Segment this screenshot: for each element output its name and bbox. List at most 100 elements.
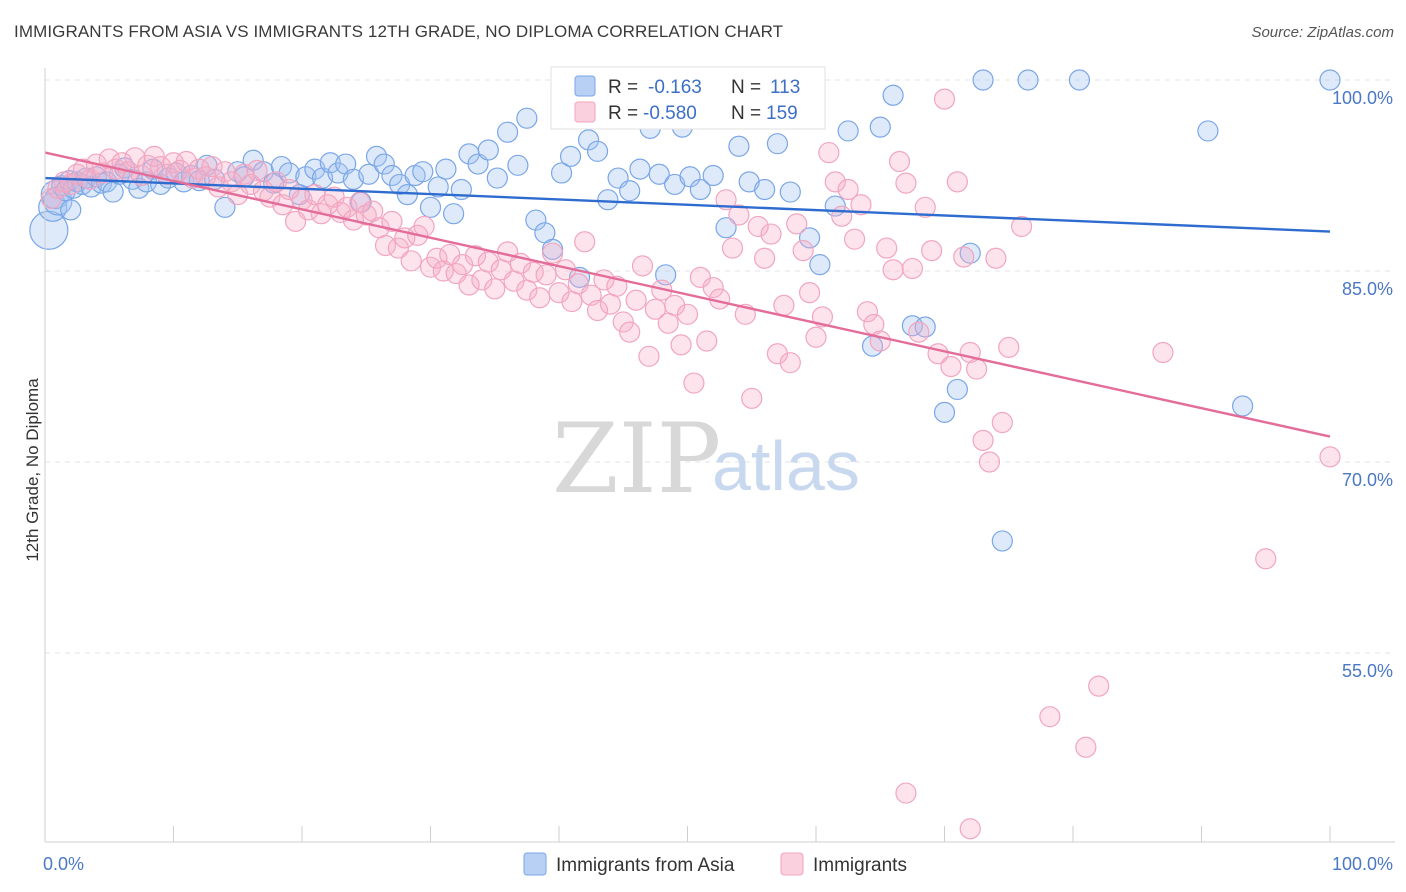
point-immigrants-61 — [432, 260, 454, 282]
point-immigrants-141 — [946, 171, 968, 193]
point-asia-92 — [779, 181, 801, 203]
point-asia-55 — [419, 196, 442, 218]
point-asia-86 — [702, 164, 724, 187]
point-immigrants-150 — [1010, 215, 1033, 238]
point-immigrants-96 — [657, 312, 679, 334]
point-immigrants-157 — [895, 782, 917, 804]
point-immigrants-65 — [458, 274, 480, 296]
legend-n-value-asia: 113 — [770, 77, 800, 98]
point-immigrants-100 — [683, 372, 705, 394]
point-immigrants-117 — [792, 240, 814, 262]
point-immigrants-146 — [978, 451, 1001, 473]
point-asia-66 — [516, 107, 538, 129]
legend-r-value-immigrants: -0.580 — [643, 103, 697, 124]
point-asia-58 — [443, 203, 465, 225]
point-immigrants-133 — [895, 172, 917, 194]
chart-title: IMMIGRANTS FROM ASIA VS IMMIGRANTS 12TH … — [14, 22, 784, 41]
point-asia-48 — [365, 145, 388, 167]
point-immigrants-140 — [940, 355, 962, 378]
point-immigrants-132 — [888, 150, 911, 173]
point-immigrants-53 — [381, 210, 403, 232]
point-immigrants-135 — [908, 321, 930, 343]
point-immigrants-119 — [805, 326, 827, 348]
point-immigrants-126 — [850, 194, 872, 216]
point-asia-57 — [435, 158, 457, 180]
y-tick-label-3: 55.0% — [1342, 661, 1393, 681]
watermark-atlas: atlas — [712, 427, 860, 505]
point-immigrants-109 — [741, 387, 763, 409]
source-credit: Source: ZipAtlas.com — [1251, 24, 1394, 41]
bottom-legend-swatch-asia — [523, 852, 547, 876]
point-immigrants-81 — [561, 290, 583, 313]
point-immigrants-50 — [362, 200, 384, 222]
point-immigrants-144 — [966, 358, 988, 380]
point-immigrants-129 — [869, 330, 891, 352]
point-asia-44 — [335, 153, 357, 175]
point-immigrants-125 — [843, 228, 866, 250]
point-immigrants-107 — [728, 204, 750, 226]
point-immigrants-153 — [1088, 675, 1110, 697]
point-asia-15 — [102, 181, 124, 203]
point-asia-37 — [278, 162, 300, 184]
point-asia-98 — [869, 116, 891, 138]
point-asia-74 — [586, 140, 609, 162]
bottom-legend-label-asia: Immigrants from Asia — [556, 855, 735, 876]
point-immigrants-124 — [837, 178, 859, 201]
y-axis-title: 12th Grade, No Diploma — [23, 378, 42, 562]
watermark: ZIP atlas — [552, 403, 860, 515]
legend-n-value-immigrants: 159 — [766, 103, 798, 124]
point-asia-87 — [715, 217, 737, 239]
trend-line-asia — [44, 176, 1331, 233]
point-asia-84 — [679, 166, 701, 188]
point-asia-65 — [507, 154, 529, 176]
point-asia-62 — [477, 139, 499, 161]
point-asia-109 — [1197, 120, 1219, 142]
point-immigrants-110 — [747, 215, 769, 238]
point-immigrants-93 — [638, 345, 660, 367]
point-asia-39 — [295, 166, 317, 188]
point-immigrants-103 — [702, 276, 724, 299]
point-immigrants-147 — [985, 247, 1007, 269]
point-immigrants-83 — [574, 231, 596, 253]
point-immigrants-46 — [336, 196, 358, 218]
point-immigrants-69 — [484, 278, 506, 300]
point-immigrants-54 — [387, 237, 409, 259]
point-immigrants-116 — [786, 213, 808, 235]
point-asia-56 — [427, 176, 449, 198]
watermark-zip: ZIP — [552, 403, 721, 515]
point-asia-107 — [1017, 69, 1039, 91]
point-asia-75 — [597, 189, 619, 211]
point-immigrants-145 — [972, 429, 994, 451]
point-immigrants-92 — [631, 255, 654, 277]
point-immigrants-75 — [522, 261, 544, 283]
point-immigrants-85 — [586, 299, 609, 322]
point-immigrants-88 — [606, 275, 628, 297]
y-tick-label-1: 85.0% — [1342, 279, 1393, 299]
point-immigrants-122 — [824, 171, 846, 193]
point-asia-82 — [664, 173, 686, 196]
point-asia-94 — [809, 254, 831, 276]
point-immigrants-111 — [753, 247, 776, 269]
point-immigrants-77 — [535, 264, 557, 286]
point-immigrants-137 — [921, 240, 943, 262]
point-immigrants-9 — [98, 148, 120, 170]
point-immigrants-16 — [143, 145, 165, 167]
point-immigrants-21 — [175, 150, 197, 173]
point-immigrants-32 — [246, 159, 268, 182]
point-immigrants-87 — [599, 293, 622, 315]
point-asia-73 — [577, 129, 600, 151]
point-immigrants-64 — [452, 254, 474, 276]
point-immigrants-131 — [882, 259, 904, 281]
point-immigrants-113 — [766, 343, 789, 365]
stats-legend: R = -0.163 N = 113 R = -0.580 N = 159 — [550, 66, 826, 130]
point-asia-111 — [1319, 69, 1341, 91]
trend-lines — [44, 151, 1331, 438]
legend-r-value-asia: -0.163 — [648, 77, 702, 98]
point-immigrants-79 — [548, 282, 570, 304]
point-immigrants-128 — [863, 313, 885, 336]
stats-legend-box — [550, 66, 826, 130]
point-immigrants-118 — [798, 282, 821, 304]
point-asia-77 — [619, 180, 641, 202]
point-immigrants-105 — [715, 189, 737, 211]
